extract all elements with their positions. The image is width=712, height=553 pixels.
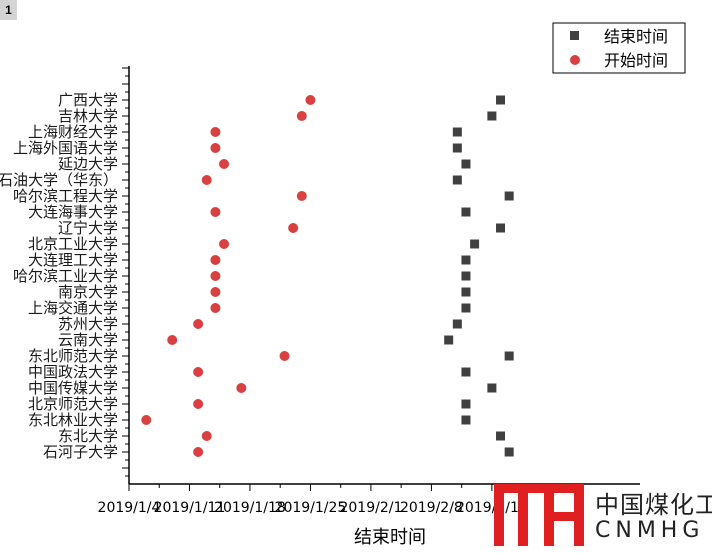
y-category-label: 吉林大学 [58, 107, 118, 125]
start-time-point [210, 303, 221, 313]
end-time-point [461, 207, 471, 217]
y-category-label: 中国传媒大学 [28, 379, 118, 397]
watermark-logo: 中国煤化工 CNMHG [494, 482, 712, 550]
y-category-label: 上海财经大学 [28, 123, 118, 141]
legend-square-marker [570, 31, 579, 40]
axes [122, 66, 640, 491]
start-time-point [210, 127, 221, 137]
end-time-point [461, 255, 471, 265]
y-category-label: 上海交通大学 [28, 299, 118, 317]
legend: 结束时间 开始时间 [552, 22, 686, 74]
x-tick-label: 2019/2/15 [456, 500, 528, 516]
start-time-point [288, 223, 299, 233]
start-time-point [279, 351, 290, 361]
end-time-point [461, 415, 471, 425]
y-category-label: 北京师范大学 [28, 395, 118, 413]
end-time-point [452, 127, 462, 137]
y-category-label: 东北师范大学 [28, 347, 118, 365]
start-time-point [219, 239, 230, 249]
cnmhg-logo-icon [494, 484, 584, 546]
end-time-point [496, 95, 506, 105]
start-time-point [193, 319, 204, 329]
end-time-point [461, 367, 471, 377]
start-time-point [210, 271, 221, 281]
page-number-badge: 1 [0, 0, 17, 20]
start-time-point [296, 111, 307, 121]
data-points [141, 95, 514, 457]
y-category-label: 哈尔滨工程大学 [13, 187, 118, 205]
y-category-label: 石河子大学 [43, 443, 118, 461]
end-time-point [496, 431, 506, 441]
y-category-label: 中国石油大学（华东） [0, 171, 118, 189]
watermark-chinese-text: 中国煤化工 [595, 491, 712, 519]
end-time-point [504, 447, 514, 457]
end-time-point [461, 159, 471, 169]
end-time-point [470, 239, 480, 249]
legend-circle-marker [570, 55, 580, 65]
y-category-label: 辽宁大学 [58, 219, 118, 237]
end-time-point [461, 399, 471, 409]
y-category-label: 上海外国语大学 [13, 139, 118, 157]
start-time-point [236, 383, 247, 393]
x-tick-label: 2019/2/1 [339, 500, 402, 516]
end-time-point [504, 351, 514, 361]
end-time-point [487, 383, 497, 393]
x-tick-label: 2019/1/25 [275, 500, 347, 516]
watermark-latin-text: CNMHG [595, 518, 705, 543]
legend-entry-end-time: 结束时间 [604, 27, 668, 46]
start-time-point [193, 367, 204, 377]
start-time-point [167, 335, 178, 345]
end-time-point [444, 335, 454, 345]
start-time-point [193, 399, 204, 409]
end-time-point [496, 223, 506, 233]
x-tick-label: 2019/1/18 [214, 500, 286, 516]
start-time-point [201, 175, 212, 185]
y-category-label: 北京工业大学 [28, 235, 118, 253]
start-time-point [219, 159, 230, 169]
y-category-label: 大连理工大学 [28, 251, 118, 269]
y-category-label: 哈尔滨工业大学 [13, 267, 118, 285]
start-time-point [210, 143, 221, 153]
start-time-point [193, 447, 204, 457]
y-category-label: 中国政法大学 [28, 363, 118, 381]
y-category-label: 云南大学 [58, 331, 118, 349]
y-tick-labels: 广西大学吉林大学上海财经大学上海外国语大学延边大学中国石油大学（华东）哈尔滨工程… [0, 91, 118, 461]
end-time-point [504, 191, 514, 201]
start-time-point [201, 431, 212, 441]
x-tick-label: 2019/1/11 [154, 500, 226, 516]
y-category-label: 苏州大学 [58, 315, 118, 333]
end-time-point [461, 271, 471, 281]
y-category-label: 南京大学 [58, 283, 118, 301]
y-category-label: 广西大学 [58, 91, 118, 109]
x-tick-label: 2019/1/4 [98, 500, 161, 516]
start-time-point [210, 207, 221, 217]
end-time-point [461, 303, 471, 313]
end-time-point [487, 111, 497, 121]
end-time-point [452, 143, 462, 153]
end-time-point [452, 175, 462, 185]
x-tick-label: 2019/2/8 [400, 500, 463, 516]
y-category-label: 东北大学 [58, 427, 118, 445]
end-time-point [461, 287, 471, 297]
start-time-point [305, 95, 316, 105]
y-category-label: 东北林业大学 [28, 411, 118, 429]
x-tick-labels: 2019/1/42019/1/112019/1/182019/1/252019/… [98, 500, 528, 516]
x-axis-title: 结束时间 [354, 527, 426, 548]
start-time-point [141, 415, 152, 425]
start-time-point [210, 255, 221, 265]
start-time-point [210, 287, 221, 297]
start-time-point [296, 191, 307, 201]
legend-entry-start-time: 开始时间 [604, 51, 668, 70]
y-category-label: 大连海事大学 [28, 203, 118, 221]
end-time-point [452, 319, 462, 329]
y-category-label: 延边大学 [58, 155, 118, 173]
